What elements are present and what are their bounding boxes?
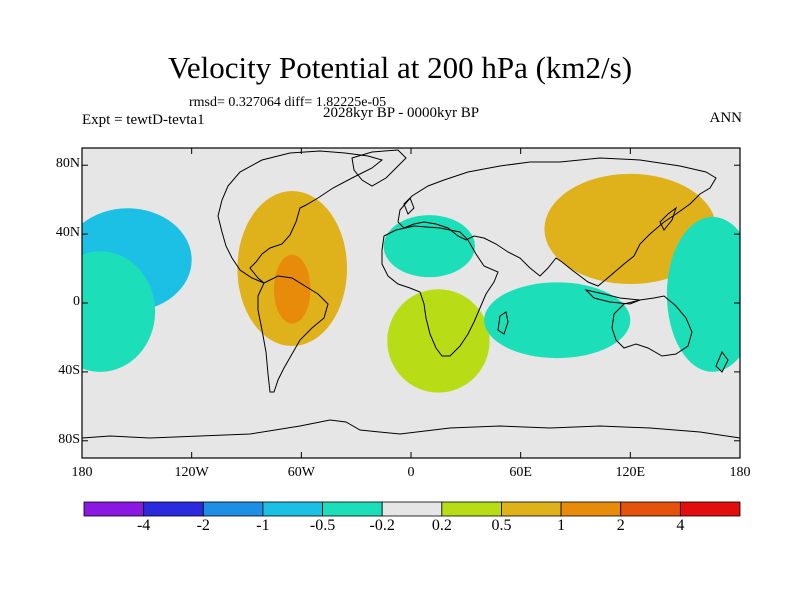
colorbar-box xyxy=(679,501,741,517)
x-tick-label: 0 xyxy=(407,465,415,480)
colorbar-label: 2 xyxy=(616,517,625,534)
colorbar-label: 1 xyxy=(557,517,566,534)
period-line: 2028kyr BP - 0000kyr BP xyxy=(323,105,480,121)
stats-line: rmsd= 0.327064 diff= 1.82225e-05 xyxy=(189,95,387,110)
coast-new-zealand xyxy=(715,351,729,373)
colorbar-box xyxy=(501,501,562,517)
coast-madagascar xyxy=(497,311,509,335)
colorbar-label: 4 xyxy=(676,517,685,534)
coast-indonesia xyxy=(584,289,641,305)
coast-south-america xyxy=(257,275,329,393)
colorbar-label: -1 xyxy=(256,517,270,534)
axis-ticks xyxy=(81,148,741,458)
contour-asia-core xyxy=(612,213,686,255)
colorbar-label: -2 xyxy=(196,517,210,534)
y-tick-label: 80S xyxy=(58,431,80,447)
coast-eurasia xyxy=(397,157,717,287)
colorbar-box xyxy=(441,501,502,517)
colorbar-box xyxy=(83,501,145,517)
x-tick-label: 180 xyxy=(71,465,93,480)
colorbar-box xyxy=(620,501,681,517)
contour-north-atlantic-africa-negative xyxy=(383,215,475,278)
coast-antarctica xyxy=(82,419,740,439)
colorbar-label: -4 xyxy=(136,517,151,534)
coastlines xyxy=(82,149,740,439)
coast-africa xyxy=(381,225,499,357)
x-tick-label: 120W xyxy=(174,465,209,480)
colorbar-label: 0.5 xyxy=(491,517,512,534)
contour-east-pacific-negative xyxy=(82,251,156,372)
season-label: ANN xyxy=(709,110,743,126)
colorbar-label: 0.2 xyxy=(431,517,452,534)
colorbar-box xyxy=(381,501,443,517)
contour-indian-ocean-negative xyxy=(484,282,631,359)
y-tick-label: 40N xyxy=(55,225,80,241)
colorbar-label: -0.2 xyxy=(369,517,395,534)
x-tick-label: 120E xyxy=(615,465,646,480)
coast-australia xyxy=(611,295,693,357)
colorbar-box xyxy=(262,501,323,517)
coast-north-america xyxy=(217,150,384,284)
contour-fields xyxy=(82,173,740,393)
x-tick-label: 60W xyxy=(287,465,315,480)
contour-west-pacific-negative xyxy=(666,216,740,372)
plot-title: Velocity Potential at 200 hPa (km2/s) xyxy=(167,50,633,85)
coast-japan xyxy=(659,206,677,231)
x-tick-label: 60E xyxy=(509,465,532,480)
colorbar-label: -0.5 xyxy=(309,517,336,534)
y-tick-label: 0 xyxy=(73,294,80,309)
coast-british-isles xyxy=(403,197,415,215)
colorbar-box xyxy=(143,501,204,517)
y-tick-label: 80N xyxy=(55,156,80,172)
colorbar xyxy=(83,501,741,517)
y-tick-label: 40S xyxy=(58,362,80,378)
contour-caribbean-core xyxy=(273,254,311,324)
colorbar-box xyxy=(202,501,264,517)
x-tick-label: 180 xyxy=(729,465,751,480)
experiment-label: Expt = tewtD-tevta1 xyxy=(82,112,205,128)
colorbar-box xyxy=(322,501,383,517)
coast-greenland xyxy=(351,149,407,187)
colorbar-box xyxy=(560,501,622,517)
contour-africa-positive xyxy=(387,289,490,393)
